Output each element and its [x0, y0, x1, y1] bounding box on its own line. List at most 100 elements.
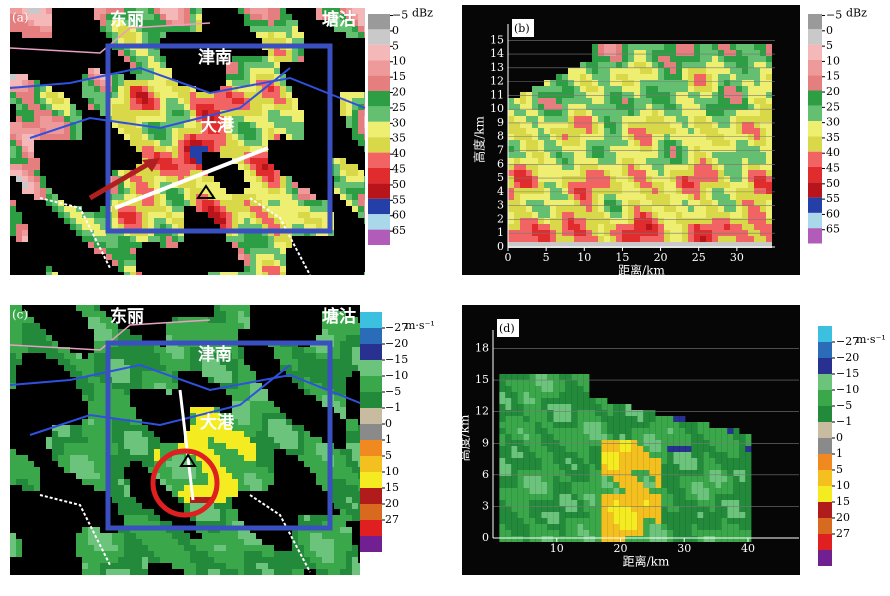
colorbar-cell — [368, 214, 390, 230]
echo-cell — [340, 98, 346, 104]
echo-cell — [328, 569, 334, 575]
echo-cell — [682, 212, 688, 218]
echo-cell — [124, 389, 130, 395]
echo-cell — [160, 473, 166, 479]
echo-cell — [712, 182, 718, 188]
echo-cell — [214, 449, 220, 455]
echo-cell — [34, 467, 40, 473]
echo-cell — [34, 485, 40, 491]
echo-cell — [298, 515, 304, 521]
echo-cell — [10, 377, 16, 383]
echo-cell — [262, 401, 268, 407]
echo-cell — [553, 482, 560, 488]
echo-cell — [226, 110, 232, 116]
echo-cell — [610, 86, 616, 92]
echo-cell — [196, 551, 202, 557]
echo-cell — [244, 395, 250, 401]
echo-cell — [766, 218, 772, 224]
echo-cell — [604, 194, 610, 200]
echo-cell — [130, 128, 136, 134]
echo-cell — [136, 62, 142, 68]
echo-cell — [604, 158, 610, 164]
echo-cell — [70, 128, 76, 134]
echo-cell — [160, 68, 166, 74]
echo-cell — [520, 146, 526, 152]
echo-cell — [604, 242, 610, 248]
echo-cell — [58, 110, 64, 116]
echo-cell — [178, 92, 184, 98]
echo-cell — [70, 116, 76, 122]
echo-cell — [298, 569, 304, 575]
echo-cell — [22, 461, 28, 467]
echo-cell — [280, 443, 286, 449]
echo-cell — [712, 122, 718, 128]
echo-cell — [58, 449, 64, 455]
echo-cell — [586, 218, 592, 224]
echo-cell — [505, 452, 512, 458]
echo-cell — [340, 503, 346, 509]
echo-cell — [517, 434, 524, 440]
echo-cell — [130, 206, 136, 212]
echo-cell — [172, 323, 178, 329]
echo-cell — [565, 398, 572, 404]
echo-cell — [682, 80, 688, 86]
echo-cell — [22, 164, 28, 170]
echo-cell — [250, 194, 256, 200]
echo-cell — [598, 176, 604, 182]
echo-cell — [646, 200, 652, 206]
echo-cell — [604, 122, 610, 128]
echo-cell — [616, 122, 622, 128]
echo-cell — [346, 104, 352, 110]
echo-cell — [196, 8, 202, 14]
echo-cell — [574, 218, 580, 224]
echo-cell — [766, 164, 772, 170]
echo-cell — [535, 446, 542, 452]
echo-cell — [580, 176, 586, 182]
echo-cell — [352, 509, 358, 515]
echo-cell — [208, 479, 214, 485]
echo-cell — [100, 545, 106, 551]
echo-cell — [136, 38, 142, 44]
echo-cell — [754, 116, 760, 122]
echo-cell — [154, 521, 160, 527]
echo-cell — [112, 539, 118, 545]
echo-cell — [16, 140, 22, 146]
echo-cell — [532, 122, 538, 128]
echo-cell — [142, 425, 148, 431]
echo-cell — [238, 317, 244, 323]
echo-cell — [754, 224, 760, 230]
echo-cell — [736, 140, 742, 146]
echo-cell — [136, 74, 142, 80]
echo-cell — [196, 176, 202, 182]
echo-cell — [286, 431, 292, 437]
echo-cell — [616, 86, 622, 92]
echo-cell — [160, 140, 166, 146]
echo-cell — [118, 371, 124, 377]
echo-cell — [628, 200, 634, 206]
echo-cell — [523, 380, 530, 386]
echo-cell — [250, 98, 256, 104]
echo-cell — [724, 56, 730, 62]
echo-cell — [250, 395, 256, 401]
echo-cell — [58, 359, 64, 365]
echo-cell — [598, 218, 604, 224]
echo-cell — [88, 401, 94, 407]
echo-cell — [334, 515, 340, 521]
echo-cell — [16, 110, 22, 116]
echo-cell — [22, 467, 28, 473]
echo-cell — [28, 176, 34, 182]
echo-cell — [328, 311, 334, 317]
echo-cell — [322, 401, 328, 407]
echo-cell — [262, 182, 268, 188]
echo-cell — [130, 212, 136, 218]
echo-cell — [136, 455, 142, 461]
echo-cell — [640, 152, 646, 158]
echo-cell — [232, 272, 238, 275]
echo-cell — [556, 212, 562, 218]
echo-cell — [526, 98, 532, 104]
echo-cell — [520, 110, 526, 116]
echo-cell — [274, 563, 280, 569]
echo-cell — [244, 425, 250, 431]
echo-cell — [28, 467, 34, 473]
echo-cell — [76, 206, 82, 212]
